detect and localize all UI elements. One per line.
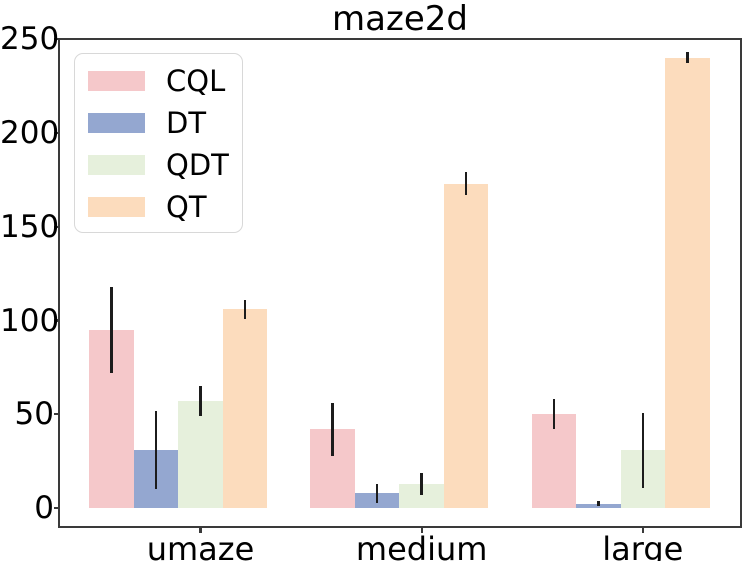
- y-tick-mark-50: [53, 413, 60, 416]
- y-tick-mark-200: [53, 131, 60, 134]
- legend-swatch-CQL: [88, 71, 145, 91]
- legend-swatch-QDT: [88, 155, 145, 175]
- legend-item-CQL: CQL: [88, 60, 242, 102]
- error-bar-QT-umaze: [243, 299, 247, 319]
- legend-label-QDT: QDT: [166, 147, 229, 182]
- x-tick-label-medium: medium: [355, 530, 488, 561]
- error-bar-CQL-umaze: [110, 286, 113, 374]
- error-bar-QDT-large: [641, 412, 645, 488]
- y-tick-mark-150: [53, 225, 60, 228]
- x-tick-label-large: large: [602, 530, 684, 561]
- bar-QT-large: [665, 57, 710, 509]
- x-tick-label-umaze: umaze: [146, 530, 255, 561]
- y-tick-mark-100: [53, 319, 60, 322]
- error-bar-QT-large: [686, 52, 689, 64]
- legend-item-DT: DT: [88, 102, 242, 144]
- y-tick-label-150: 150: [0, 208, 60, 245]
- bar-QDT-umaze: [178, 401, 223, 509]
- error-bar-DT-umaze: [154, 410, 158, 490]
- legend-label-QT: QT: [166, 189, 207, 224]
- x-tick-mark-medium: [420, 527, 423, 533]
- legend-item-QT: QT: [88, 186, 242, 228]
- y-tick-label-100: 100: [0, 302, 60, 339]
- chart-title: maze2d: [332, 0, 468, 39]
- x-tick-mark-large: [641, 527, 644, 533]
- legend-swatch-DT: [88, 113, 145, 133]
- y-tick-mark-0: [53, 507, 60, 510]
- error-bar-QDT-medium: [420, 472, 423, 496]
- error-bar-DT-large: [597, 500, 600, 507]
- legend-item-QDT: QDT: [88, 144, 242, 186]
- y-tick-label-0: 0: [34, 490, 54, 527]
- bar-QT-medium: [443, 183, 489, 509]
- y-tick-label-200: 200: [0, 114, 60, 151]
- error-bar-CQL-large: [552, 399, 556, 430]
- y-tick-mark-250: [53, 37, 60, 41]
- x-tick-mark-umaze: [199, 527, 202, 533]
- error-bar-DT-medium: [375, 483, 379, 503]
- y-tick-label-50: 50: [14, 396, 54, 433]
- error-bar-QT-medium: [464, 172, 468, 195]
- bar-CQL-large: [531, 414, 577, 509]
- error-bar-QDT-umaze: [199, 386, 202, 417]
- legend-label-CQL: CQL: [166, 63, 226, 98]
- legend: CQL DT QDT QT: [74, 53, 243, 233]
- error-bar-CQL-medium: [331, 403, 334, 456]
- legend-label-DT: DT: [166, 105, 207, 140]
- bar-QT-umaze: [222, 309, 268, 509]
- legend-swatch-QT: [88, 197, 145, 217]
- y-tick-label-250: 250: [0, 21, 60, 57]
